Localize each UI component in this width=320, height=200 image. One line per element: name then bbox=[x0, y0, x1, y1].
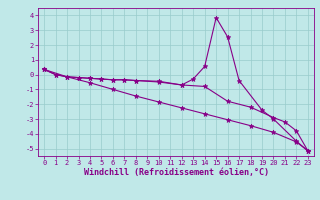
X-axis label: Windchill (Refroidissement éolien,°C): Windchill (Refroidissement éolien,°C) bbox=[84, 168, 268, 177]
